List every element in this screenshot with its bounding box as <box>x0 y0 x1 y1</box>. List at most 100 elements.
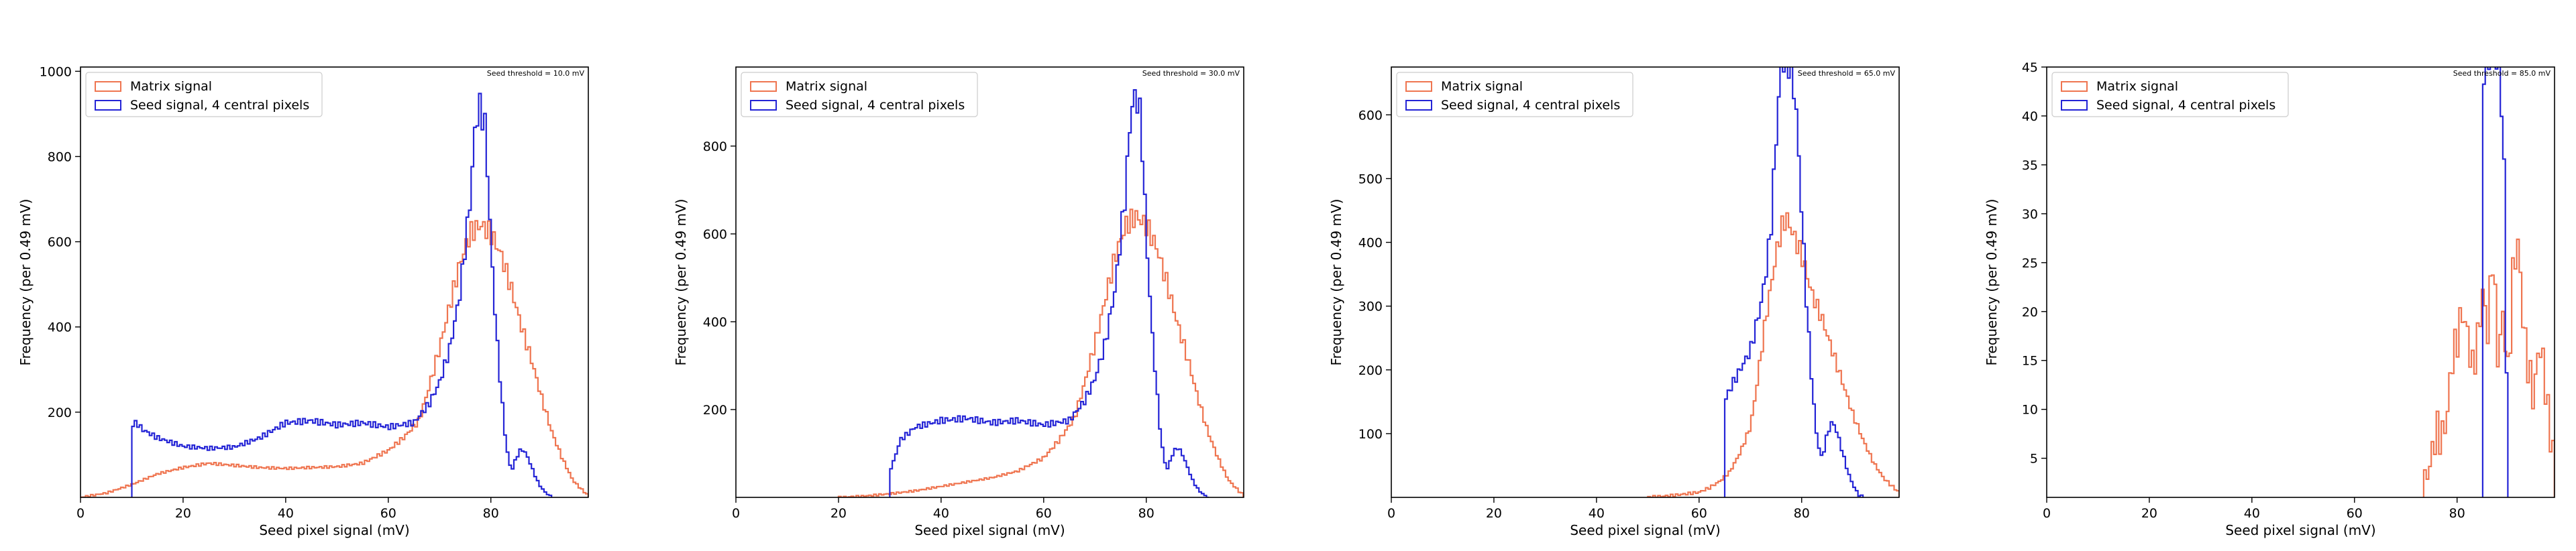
legend-swatch <box>750 81 777 92</box>
legend-box <box>741 72 978 117</box>
legend-label: Seed signal, 4 central pixels <box>130 98 309 113</box>
legend-swatch <box>2061 100 2088 111</box>
y-tick-label: 800 <box>703 139 727 154</box>
y-tick-label: 100 <box>1358 427 1383 442</box>
legend-label: Seed signal, 4 central pixels <box>786 98 965 113</box>
legend-swatch <box>95 100 121 111</box>
legend-label: Matrix signal <box>1441 79 1523 94</box>
axes-frame <box>80 66 589 498</box>
y-axis-label: Frequency (per 0.49 mV) <box>673 199 689 366</box>
legend: Matrix signal Seed signal, 4 central pixe… <box>1396 72 1633 117</box>
plot-area <box>1647 67 1899 497</box>
y-axis-label: Frequency (per 0.49 mV) <box>1328 199 1344 366</box>
x-tick-label: 80 <box>2449 506 2465 521</box>
legend-box <box>85 72 323 117</box>
y-tick-label: 20 <box>2022 305 2038 320</box>
y-tick-label: 800 <box>48 149 72 164</box>
x-axis-label: Seed pixel signal (mV) <box>1570 522 1720 538</box>
legend-swatch <box>95 81 121 92</box>
seed-threshold-annotation: Seed threshold = 65.0 mV <box>1798 69 1896 78</box>
y-tick-label: 200 <box>48 406 72 420</box>
y-tick-label: 40 <box>2022 109 2038 124</box>
axes-frame <box>1391 66 1900 498</box>
histogram-series-seed <box>889 89 1210 497</box>
seed-threshold-annotation: Seed threshold = 85.0 mV <box>2453 69 2551 78</box>
y-tick-label: 400 <box>1358 236 1383 251</box>
x-axis-label: Seed pixel signal (mV) <box>914 522 1065 538</box>
x-tick-label: 40 <box>933 506 949 521</box>
chart-panel-4: 0 20 40 60 80 5 10 15 20 25 30 35 40 45 Seed pixel sig… <box>1984 60 2555 538</box>
y-tick-label: 400 <box>703 315 727 330</box>
legend-label: Seed signal, 4 central pixels <box>2096 98 2275 113</box>
seed-threshold-annotation: Seed threshold = 30.0 mV <box>1142 69 1240 78</box>
x-tick-label: 80 <box>1794 506 1810 521</box>
chart-panel-3: 0 20 40 60 80 100 200 300 400 500 600 Seed pixel si… <box>1328 66 1900 538</box>
legend: Matrix signal Seed signal, 4 central pixe… <box>85 72 323 117</box>
x-tick-label: 40 <box>2244 506 2260 521</box>
legend-label: Seed signal, 4 central pixels <box>1441 98 1620 113</box>
x-tick-label: 60 <box>1036 506 1052 521</box>
histogram-series-matrix <box>837 208 1244 497</box>
y-axis-label: Frequency (per 0.49 mV) <box>17 199 34 366</box>
y-tick-label: 600 <box>1358 108 1383 123</box>
histogram-series-seed <box>1723 67 1864 497</box>
y-tick-label: 1000 <box>40 64 72 79</box>
x-tick-label: 60 <box>2347 506 2363 521</box>
y-tick-label: 45 <box>2022 60 2038 75</box>
x-tick-label: 0 <box>2043 506 2051 521</box>
histogram-series-seed <box>2481 67 2509 497</box>
x-tick-label: 20 <box>1486 506 1502 521</box>
y-tick-label: 25 <box>2022 256 2038 271</box>
x-tick-label: 20 <box>830 506 847 521</box>
histogram-series-seed <box>131 93 553 497</box>
histogram-series-matrix <box>1647 212 1899 497</box>
x-tick-label: 40 <box>278 506 294 521</box>
x-tick-label: 20 <box>2141 506 2157 521</box>
legend-label: Matrix signal <box>2096 79 2178 94</box>
histogram-series-matrix <box>2420 238 2555 497</box>
seed-threshold-annotation: Seed threshold = 10.0 mV <box>487 69 585 78</box>
x-tick-label: 80 <box>1138 506 1155 521</box>
x-tick-label: 60 <box>1691 506 1707 521</box>
axes-frame <box>2046 66 2555 498</box>
legend-swatch <box>1405 100 1432 111</box>
y-tick-label: 15 <box>2022 354 2038 369</box>
axes-frame <box>735 66 1244 498</box>
x-tick-label: 40 <box>1589 506 1605 521</box>
y-tick-label: 400 <box>48 320 72 335</box>
legend-label: Matrix signal <box>130 79 212 94</box>
y-axis-label: Frequency (per 0.49 mV) <box>1984 199 2000 366</box>
histogram-series-matrix <box>80 220 588 497</box>
plot-area <box>2420 67 2555 497</box>
chart-panel-1: 0 20 40 60 80 200 400 600 800 1000 Seed pixel sign… <box>17 64 589 538</box>
legend-swatch <box>1405 81 1432 92</box>
legend-label: Matrix signal <box>786 79 867 94</box>
y-tick-label: 600 <box>48 235 72 250</box>
x-axis-label: Seed pixel signal (mV) <box>259 522 409 538</box>
x-tick-label: 0 <box>1387 506 1395 521</box>
y-tick-label: 300 <box>1358 300 1383 314</box>
x-tick-label: 0 <box>732 506 740 521</box>
legend: Matrix signal Seed signal, 4 central pixe… <box>741 72 978 117</box>
y-tick-label: 35 <box>2022 158 2038 173</box>
legend: Matrix signal Seed signal, 4 central pixe… <box>2051 72 2289 117</box>
y-tick-label: 30 <box>2022 207 2038 222</box>
x-tick-label: 60 <box>380 506 396 521</box>
x-tick-label: 80 <box>483 506 499 521</box>
x-axis-label: Seed pixel signal (mV) <box>2225 522 2375 538</box>
y-tick-label: 5 <box>2030 452 2038 467</box>
legend-swatch <box>2061 81 2088 92</box>
legend-swatch <box>750 100 777 111</box>
x-tick-label: 20 <box>175 506 191 521</box>
legend-box <box>1396 72 1633 117</box>
y-tick-label: 10 <box>2022 403 2038 418</box>
legend-box <box>2051 72 2289 117</box>
plot-area <box>80 93 588 497</box>
y-tick-label: 200 <box>1358 363 1383 378</box>
y-tick-label: 500 <box>1358 172 1383 186</box>
chart-panel-2: 0 20 40 60 80 200 400 600 800 Seed pixel signal (… <box>673 66 1244 538</box>
y-tick-label: 200 <box>703 403 727 418</box>
plot-area <box>837 89 1244 497</box>
x-tick-label: 0 <box>76 506 85 521</box>
